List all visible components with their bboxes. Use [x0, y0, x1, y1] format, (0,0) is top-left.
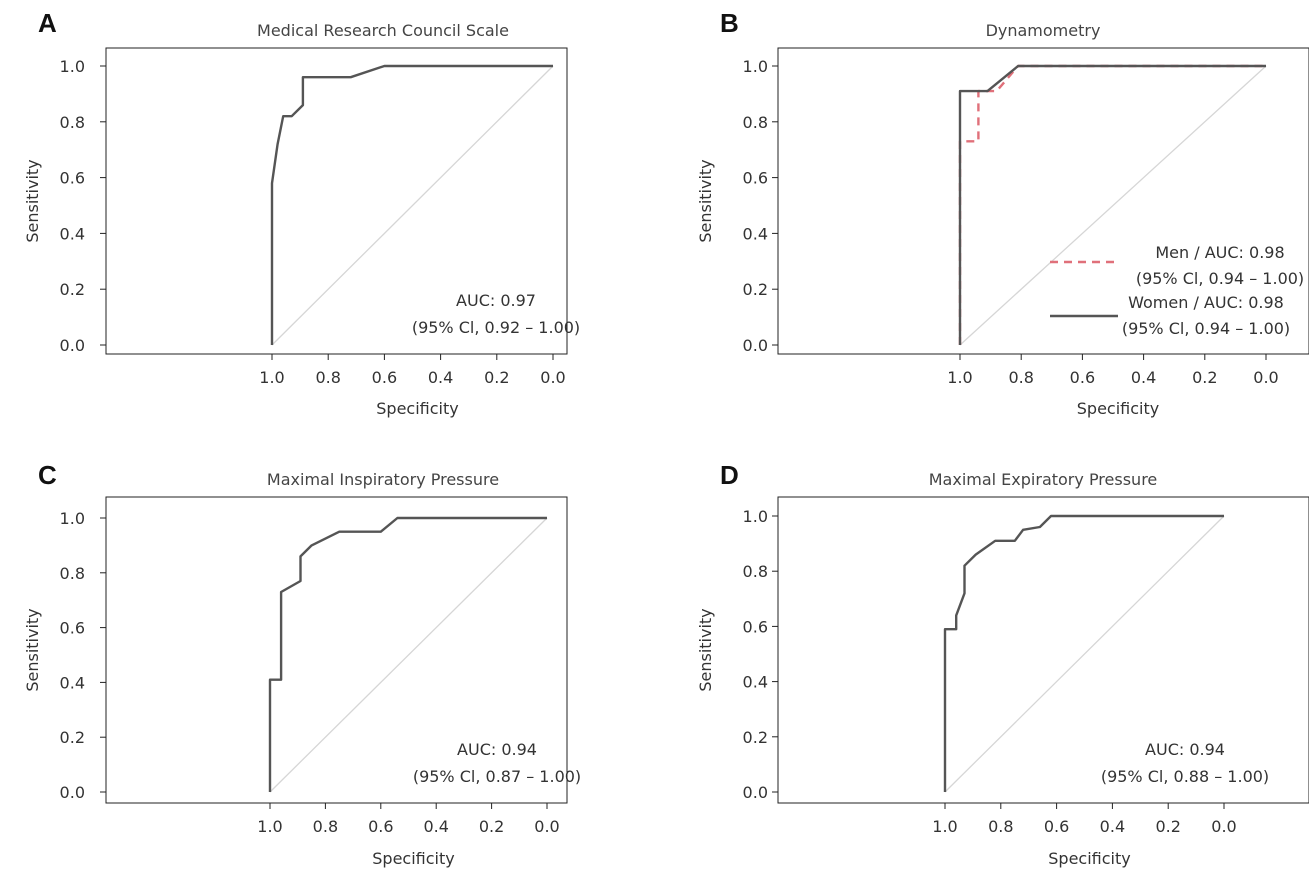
y-tick-label: 1.0: [60, 509, 85, 528]
plot-frame: [777, 47, 1309, 355]
y-tick-label: 0.2: [60, 280, 85, 299]
x-tick-label: 0.0: [540, 368, 565, 387]
chart-title: Maximal Expiratory Pressure: [929, 470, 1158, 489]
y-tick-label: 1.0: [743, 507, 768, 526]
x-tick-label: 0.2: [1192, 368, 1217, 387]
chart-title: Dynamometry: [986, 21, 1101, 40]
chart-title: Maximal Inspiratory Pressure: [267, 470, 499, 489]
x-tick-label: 1.0: [257, 817, 282, 836]
roc-curve-series-line: [270, 64, 553, 345]
plot-frame: [105, 496, 568, 804]
reference-diagonal: [959, 65, 1267, 346]
y-tick-label: 1.0: [743, 57, 768, 76]
x-tick-label: 0.0: [534, 817, 559, 836]
legend: Men / AUC: 0.98 (95% Cl, 0.94 – 1.00) Wome…: [1050, 243, 1304, 338]
y-tick-label: 0.0: [743, 783, 768, 802]
auc-annotation: AUC: 0.94: [1145, 740, 1225, 759]
roc-curve-series-line: [268, 516, 547, 792]
roc-curve-series-line: [943, 514, 1224, 792]
x-axis-label: Specificity: [376, 399, 458, 418]
roc-panel-d: D Maximal Expiratory Pressure 0.0 0.2 0.4 0.6…: [696, 460, 1309, 868]
panel-letter: C: [38, 460, 57, 490]
y-tick-label: 0.6: [60, 169, 85, 188]
x-tick-label: 0.2: [484, 368, 509, 387]
roc-curve-women-line: [958, 64, 1266, 345]
x-tick-label: 0.2: [479, 817, 504, 836]
x-tick-label: 0.0: [1211, 817, 1236, 836]
x-tick-label: 0.6: [368, 817, 393, 836]
ci-annotation: (95% Cl, 0.87 – 1.00): [413, 767, 581, 786]
y-tick-label: 1.0: [60, 57, 85, 76]
y-tick-label: 0.8: [60, 113, 85, 132]
x-tick-label: 0.4: [1100, 817, 1125, 836]
y-tick-label: 0.6: [743, 169, 768, 188]
x-tick-label: 0.2: [1155, 817, 1180, 836]
y-tick-label: 0.4: [743, 224, 768, 243]
panel-letter: D: [720, 460, 739, 490]
x-tick-label: 0.8: [313, 817, 338, 836]
y-tick-label: 0.8: [743, 562, 768, 581]
x-tick-label: 0.8: [315, 368, 340, 387]
x-tick-label: 0.6: [1044, 817, 1069, 836]
ci-annotation: (95% Cl, 0.88 – 1.00): [1101, 767, 1269, 786]
reference-diagonal: [269, 517, 548, 793]
ci-annotation: (95% Cl, 0.92 – 1.00): [412, 318, 580, 337]
x-tick-label: 0.6: [372, 368, 397, 387]
x-tick-label: 0.6: [1070, 368, 1095, 387]
y-tick-label: 0.4: [60, 673, 85, 692]
legend-entry-label: Women / AUC: 0.98: [1128, 293, 1284, 312]
auc-annotation: AUC: 0.97: [456, 291, 536, 310]
y-tick-label: 0.8: [743, 113, 768, 132]
plot-frame: [777, 496, 1309, 804]
y-tick-label: 0.0: [60, 783, 85, 802]
panel-letter: A: [38, 8, 57, 38]
legend-entry-ci: (95% Cl, 0.94 – 1.00): [1122, 319, 1290, 338]
x-tick-label: 0.8: [1008, 368, 1033, 387]
y-tick-label: 0.6: [60, 619, 85, 638]
x-axis-label: Specificity: [1077, 399, 1159, 418]
reference-diagonal: [271, 65, 554, 346]
x-tick-label: 1.0: [932, 817, 957, 836]
y-axis-label: Sensitivity: [696, 608, 715, 691]
y-tick-label: 0.0: [60, 336, 85, 355]
roc-panel-b: B Dynamometry 0.0 0.2 0.4 0.6 0.8 1.0 1.0 0.8 0.6 0…: [696, 8, 1309, 418]
x-tick-label: 0.4: [1131, 368, 1156, 387]
y-tick-label: 0.2: [60, 728, 85, 747]
x-tick-label: 1.0: [947, 368, 972, 387]
x-tick-label: 0.4: [423, 817, 448, 836]
legend-entry-label: Men / AUC: 0.98: [1155, 243, 1284, 262]
x-tick-label: 1.0: [259, 368, 284, 387]
chart-title: Medical Research Council Scale: [257, 21, 509, 40]
y-tick-label: 0.4: [60, 224, 85, 243]
y-axis-label: Sensitivity: [696, 159, 715, 242]
y-tick-label: 0.8: [60, 564, 85, 583]
y-tick-label: 0.2: [743, 728, 768, 747]
auc-annotation: AUC: 0.94: [457, 740, 537, 759]
y-tick-label: 0.6: [743, 617, 768, 636]
reference-diagonal: [944, 515, 1225, 793]
x-tick-label: 0.4: [428, 368, 453, 387]
y-tick-label: 0.4: [743, 673, 768, 692]
y-tick-label: 0.2: [743, 280, 768, 299]
y-axis-label: Sensitivity: [23, 608, 42, 691]
roc-panel-c: C Maximal Inspiratory Pressure 0.0 0.2 0.4 0.…: [23, 460, 581, 868]
panel-letter: B: [720, 8, 739, 38]
legend-entry-ci: (95% Cl, 0.94 – 1.00): [1136, 269, 1304, 288]
x-tick-label: 0.8: [988, 817, 1013, 836]
y-tick-label: 0.0: [743, 336, 768, 355]
y-axis-label: Sensitivity: [23, 159, 42, 242]
roc-panel-a: A Medical Research Council Scale 0.0 0.2 0.4…: [23, 8, 580, 418]
x-tick-label: 0.0: [1253, 368, 1278, 387]
plot-frame: [105, 47, 568, 355]
x-axis-label: Specificity: [1048, 849, 1130, 868]
x-axis-label: Specificity: [372, 849, 454, 868]
